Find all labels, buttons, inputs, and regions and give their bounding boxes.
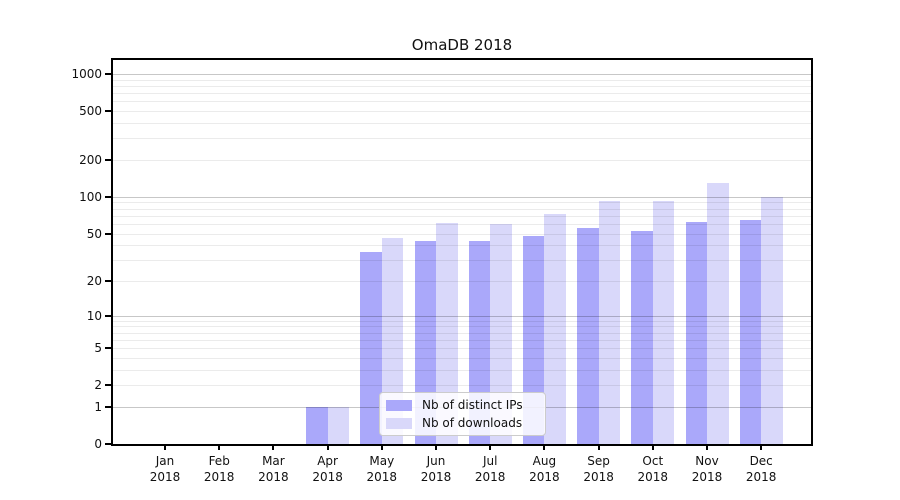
x-tick-mark-aug [543,444,546,450]
x-tick-mark-jun [435,444,437,450]
x-tick-label-sep: Sep 2018 [583,454,614,484]
bar-downloads-jun [436,223,458,444]
gridline-minor-600 [113,101,811,103]
x-tick-label-jun: Jun 2018 [420,454,452,484]
x-tick-mark-dec [760,444,763,450]
x-tick-mark-sep [597,444,600,450]
y-tick-label-1: 1 [94,399,102,414]
gridline-minor-500 [113,111,811,113]
y-tick-mark-0 [105,443,111,445]
gridline-minor-300 [113,138,811,140]
bar-downloads-dec [761,196,783,444]
bar-ips-may [360,252,382,444]
x-tick-label-jan: Jan 2018 [149,454,181,484]
x-tick-label-apr: Apr 2018 [312,454,343,484]
x-tick-mark-feb [218,444,221,450]
legend-swatch-distinct-ips [386,399,412,411]
bar-downloads-sep [598,201,621,444]
gridline-minor-900 [113,79,811,81]
bar-ips-oct [631,231,653,444]
y-tick-mark-5 [105,347,111,350]
bar-ips-aug [522,235,545,444]
bar-downloads-aug [544,214,566,444]
y-tick-label-100: 100 [79,189,102,204]
y-tick-label-200: 200 [79,153,102,167]
bar-ips-nov [685,222,707,444]
chart-title: OmaDB 2018 [411,36,513,54]
x-tick-mark-oct [651,444,654,450]
y-tick-label-5: 5 [94,341,102,356]
y-tick-mark-1 [105,405,111,408]
gridline-major-1000 [113,74,811,75]
y-tick-label-10: 10 [86,308,102,323]
legend: Nb of distinct IPs Nb of downloads [379,392,546,436]
y-tick-mark-200 [105,159,111,161]
y-tick-mark-20 [105,280,111,282]
x-tick-mark-apr [326,444,329,450]
x-tick-label-feb: Feb 2018 [203,454,235,484]
x-tick-mark-mar [272,444,275,450]
y-tick-mark-100 [105,195,111,198]
bar-downloads-jul [490,223,512,444]
gridline-minor-800 [113,86,811,87]
y-tick-label-20: 20 [86,274,102,288]
y-tick-label-2: 2 [94,378,102,393]
legend-item-downloads: Nb of downloads [386,416,545,430]
x-tick-label-mar: Mar 2018 [258,454,289,484]
gridline-minor-400 [113,123,811,124]
bar-ips-apr [306,406,328,444]
legend-label-distinct-ips: Nb of distinct IPs [422,398,523,412]
x-tick-mark-jan [164,444,166,450]
x-tick-label-aug: Aug 2018 [529,454,560,484]
x-tick-label-may: May 2018 [366,454,398,484]
bar-ips-dec [739,219,762,444]
gridline-minor-700 [113,93,811,95]
y-tick-mark-500 [105,110,111,113]
y-tick-mark-1000 [105,73,111,75]
x-tick-label-jul: Jul 2018 [474,454,506,484]
bar-downloads-apr [327,406,350,444]
x-tick-label-nov: Nov 2018 [691,454,723,484]
y-tick-label-500: 500 [79,104,102,119]
bar-downloads-nov [707,182,729,444]
y-tick-mark-10 [105,314,111,317]
legend-swatch-downloads [386,417,412,429]
x-tick-label-dec: Dec 2018 [745,454,777,484]
gridline-minor-200 [113,160,811,161]
y-tick-mark-2 [105,384,111,387]
y-tick-mark-50 [105,232,111,235]
bar-ips-sep [577,227,599,444]
legend-item-distinct-ips: Nb of distinct IPs [386,398,545,412]
x-tick-mark-may [380,444,383,450]
x-tick-label-oct: Oct 2018 [637,454,669,484]
y-tick-label-50: 50 [86,226,102,241]
y-tick-label-0: 0 [94,437,102,451]
x-tick-mark-nov [706,444,708,450]
x-tick-mark-jul [489,444,492,450]
bar-downloads-oct [652,200,675,444]
legend-label-downloads: Nb of downloads [422,416,523,430]
y-tick-label-1000: 1000 [71,67,102,81]
